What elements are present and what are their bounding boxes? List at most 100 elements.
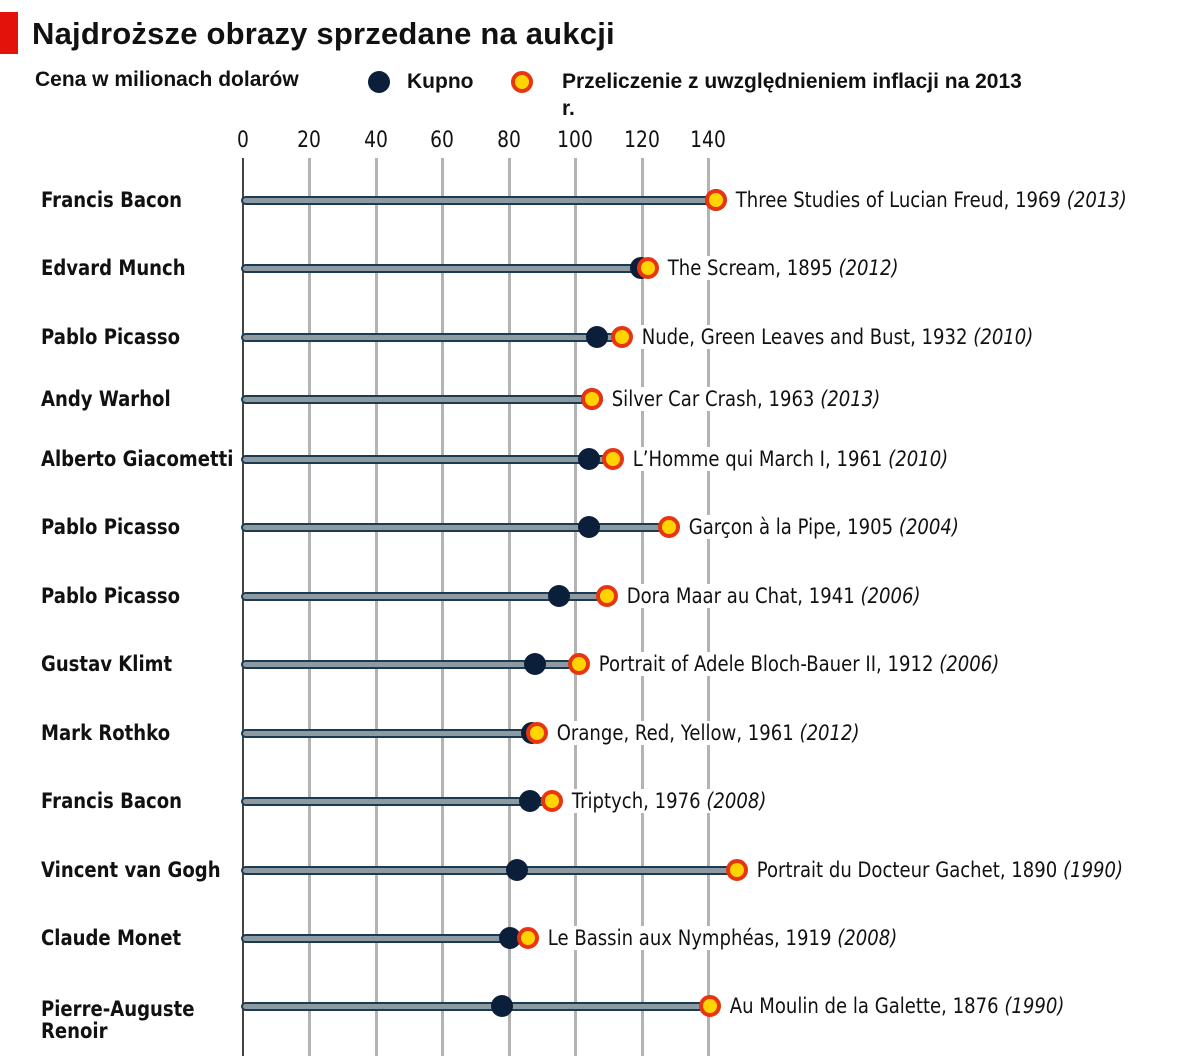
painting-label: Nude, Green Leaves and Bust, 1932 (2010): [639, 325, 1035, 349]
sale-year: (2008): [837, 926, 898, 950]
legend-orange-dot-icon: [511, 71, 533, 93]
range-bar: [241, 333, 626, 342]
inflation-adjusted-dot-icon: [637, 257, 660, 279]
painting-label: Portrait du Docteur Gachet, 1890 (1990): [754, 858, 1125, 882]
range-bar: [241, 196, 720, 205]
painting-title: Nude, Green Leaves and Bust, 1932: [641, 325, 968, 349]
inflation-adjusted-dot-icon: [540, 790, 563, 812]
legend-label-inflation: Przeliczenie z uwzględnieniem inflacji n…: [562, 70, 1022, 120]
sale-year: (1990): [1004, 994, 1065, 1018]
painting-title: Orange, Red, Yellow, 1961: [556, 721, 795, 745]
x-tick-label: 20: [297, 128, 322, 153]
sale-year: (2012): [799, 721, 860, 745]
x-tick-label: 120: [623, 128, 660, 153]
x-tick-label: 40: [363, 128, 388, 153]
range-bar: [241, 395, 596, 404]
purchase-dot-icon: [499, 927, 522, 949]
inflation-adjusted-dot-icon: [658, 516, 681, 538]
chart-title: Najdroższe obrazy sprzedane na aukcji: [32, 16, 615, 51]
zero-axis-line: [242, 158, 244, 1056]
artist-label: Edvard Munch: [41, 256, 186, 280]
artist-label: Vincent van Gogh: [41, 858, 221, 882]
x-tick-label: 140: [690, 128, 726, 153]
sale-year: (2006): [939, 652, 1000, 676]
purchase-dot-icon: [491, 995, 514, 1017]
inflation-adjusted-dot-icon: [698, 995, 721, 1017]
painting-title: The Scream, 1895: [667, 256, 833, 280]
inflation-adjusted-dot-icon: [580, 388, 603, 410]
painting-label: Silver Car Crash, 1963 (2013): [609, 387, 882, 411]
range-bar: [241, 866, 741, 875]
painting-title: Le Bassin aux Nymphéas, 1919: [547, 926, 832, 950]
artist-label: Pablo Picasso: [41, 515, 180, 539]
sale-year: (2008): [706, 789, 767, 813]
artist-label: Claude Monet: [41, 926, 182, 950]
range-bar: [241, 264, 653, 273]
x-tick-label: 100: [557, 128, 593, 153]
chart-subtitle: Cena w milionach dolarów: [35, 68, 299, 91]
painting-label: Dora Maar au Chat, 1941 (2006): [624, 584, 923, 608]
gridline: [308, 158, 312, 1056]
painting-title: Silver Car Crash, 1963: [611, 387, 815, 411]
artist-label: Gustav Klimt: [41, 652, 173, 676]
artist-label: Andy Warhol: [41, 387, 171, 411]
range-bar: [241, 797, 556, 806]
legend-label-purchase: Kupno: [407, 70, 474, 93]
artist-label: Pablo Picasso: [41, 584, 180, 608]
painting-title: L’Homme qui March I, 1961: [633, 447, 883, 471]
inflation-adjusted-dot-icon: [595, 585, 618, 607]
purchase-dot-icon: [578, 448, 601, 470]
painting-label: Portrait of Adele Bloch-Bauer II, 1912 (…: [597, 652, 1002, 676]
range-bar: [241, 455, 618, 464]
purchase-dot-icon: [585, 326, 608, 348]
painting-title: Portrait of Adele Bloch-Bauer II, 1912: [599, 652, 934, 676]
range-bar: [241, 729, 542, 738]
painting-label: Three Studies of Lucian Freud, 1969 (201…: [733, 188, 1129, 212]
sale-year: (2012): [838, 256, 899, 280]
purchase-dot-icon: [505, 859, 528, 881]
painting-title: Portrait du Docteur Gachet, 1890: [756, 858, 1057, 882]
painting-label: L’Homme qui March I, 1961 (2010): [631, 447, 951, 471]
accent-bar: [0, 12, 18, 54]
painting-label: Orange, Red, Yellow, 1961 (2012): [555, 721, 862, 745]
inflation-adjusted-dot-icon: [602, 448, 625, 470]
inflation-adjusted-dot-icon: [568, 653, 591, 675]
range-bar: [241, 1002, 714, 1011]
gridline: [374, 158, 378, 1056]
inflation-adjusted-dot-icon: [704, 189, 727, 211]
purchase-dot-icon: [518, 790, 541, 812]
sale-year: (2013): [1066, 188, 1127, 212]
gridline: [507, 158, 511, 1056]
inflation-adjusted-dot-icon: [526, 722, 549, 744]
sale-year: (2010): [972, 325, 1033, 349]
gridline: [574, 158, 578, 1056]
legend-navy-dot-icon: [368, 71, 390, 93]
painting-label: The Scream, 1895 (2012): [666, 256, 901, 280]
purchase-dot-icon: [524, 653, 547, 675]
x-tick-label: 80: [496, 128, 521, 153]
inflation-adjusted-dot-icon: [516, 927, 539, 949]
sale-year: (2013): [819, 387, 880, 411]
x-tick-label: 60: [430, 128, 455, 153]
painting-title: Dora Maar au Chat, 1941: [626, 584, 855, 608]
painting-label: Le Bassin aux Nymphéas, 1919 (2008): [545, 926, 899, 950]
painting-title: Three Studies of Lucian Freud, 1969: [735, 188, 1061, 212]
artist-label: Mark Rothko: [41, 721, 171, 745]
artist-label: Pablo Picasso: [41, 325, 180, 349]
inflation-adjusted-dot-icon: [725, 859, 748, 881]
painting-title: Garçon à la Pipe, 1905: [689, 515, 894, 539]
range-bar: [241, 934, 532, 943]
painting-title: Au Moulin de la Galette, 1876: [729, 994, 999, 1018]
inflation-adjusted-dot-icon: [610, 326, 633, 348]
painting-label: Triptych, 1976 (2008): [569, 789, 768, 813]
painting-label: Au Moulin de la Galette, 1876 (1990): [727, 994, 1067, 1018]
x-tick-label: 0: [237, 128, 249, 153]
artist-label: Pierre-Auguste Renoir: [41, 997, 195, 1043]
gridline: [441, 158, 445, 1056]
sale-year: (1990): [1062, 858, 1123, 882]
sale-year: (2010): [888, 447, 949, 471]
sale-year: (2006): [860, 584, 921, 608]
purchase-dot-icon: [578, 516, 601, 538]
purchase-dot-icon: [548, 585, 571, 607]
